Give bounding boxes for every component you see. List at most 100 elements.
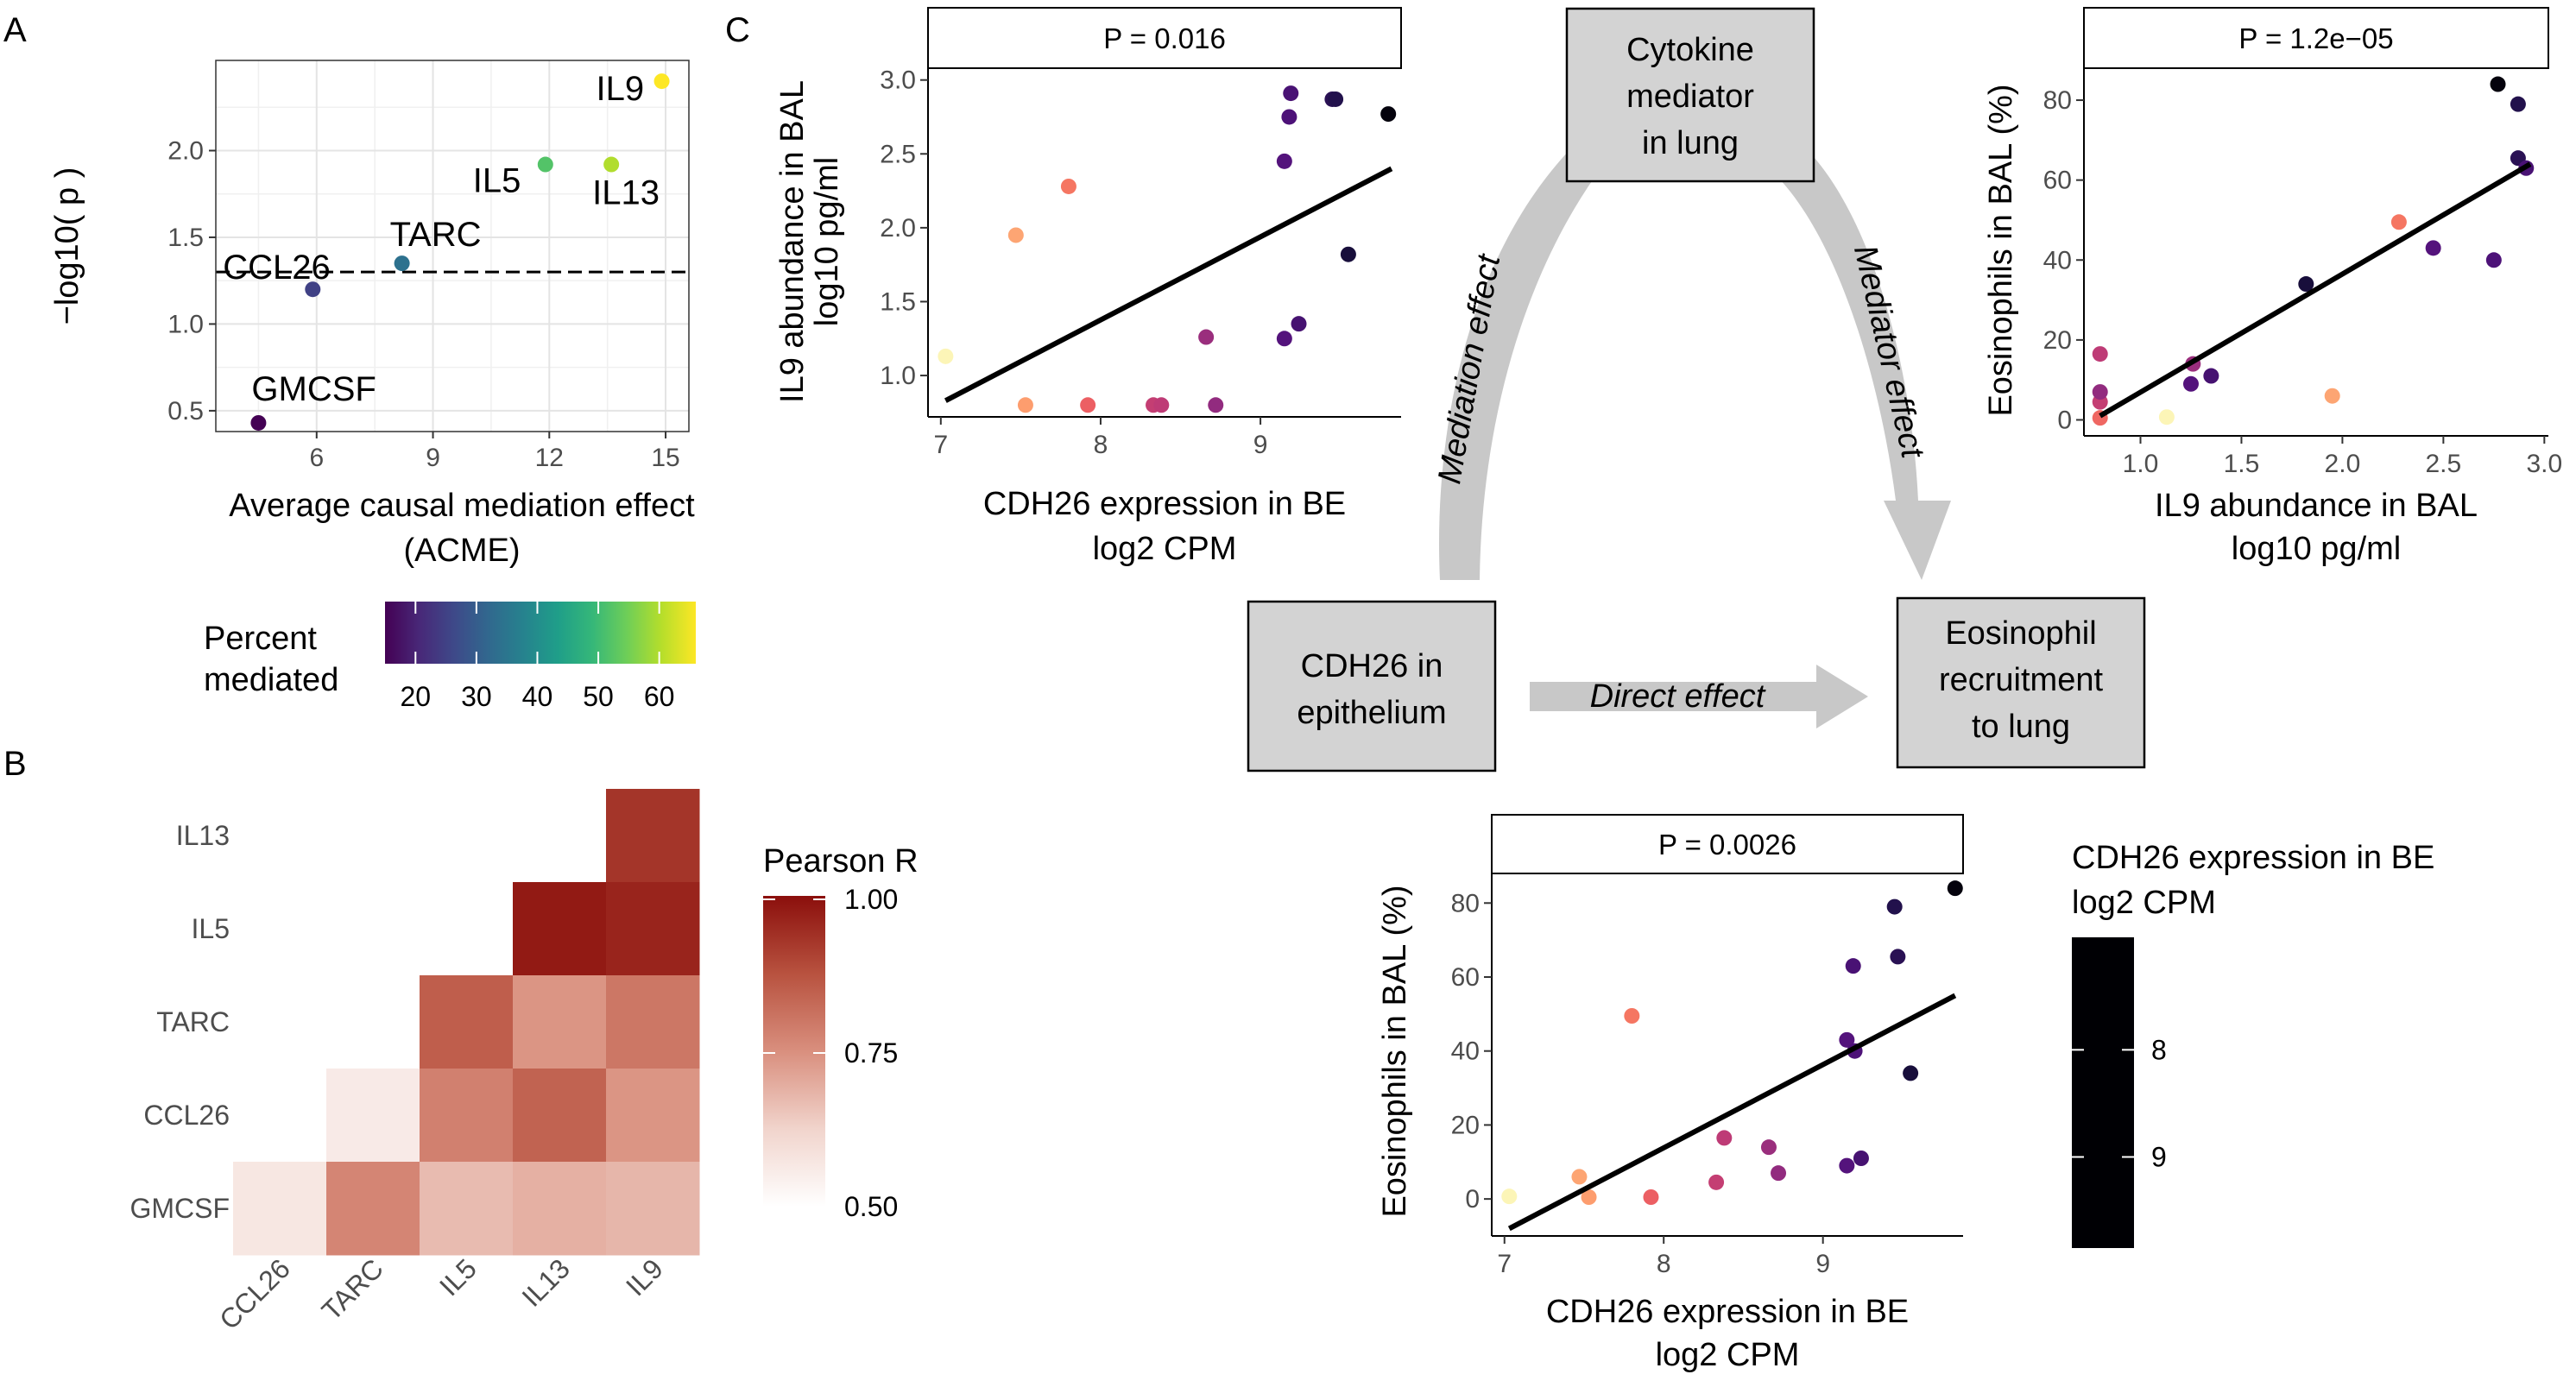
panel-label-a: A [3,11,27,49]
panel-a-x-ticks: 6 9 12 15 [309,432,680,472]
panel-c2-x-tick-label: 3.0 [2526,450,2562,478]
panel-c3-legend-tick-label: 9 [2151,1141,2167,1172]
panel-c3-y-tick-label: 60 [1451,963,1480,992]
panel-c1-point [1208,397,1224,413]
panel-c3-point [1624,1008,1640,1024]
panel-c1-y-tick-label: 1.0 [880,362,916,390]
panel-a-y-tick-label: 1.0 [167,310,204,338]
panel-b-cell-gmcsf-il5 [420,1162,514,1256]
panel-c1-y-axis-label: IL9 abundance in BAL [774,80,811,403]
panel-b-legend-tick-label: 1.00 [844,884,898,915]
panel-c1-point [1017,397,1033,413]
panel-b-cell-gmcsf-il13 [513,1162,607,1256]
panel-b-row-label-tarc: TARC [156,1006,230,1037]
panel-c1-strip [927,7,1402,69]
panel-c3-strip [1491,814,1964,874]
panel-a-y-tick-label: 0.5 [167,397,204,426]
panel-c3-point [1903,1065,1919,1081]
panel-a-label-il13: IL13 [592,174,660,212]
panel-c3-point [1890,949,1906,965]
panel-b-cell-gmcsf-il9 [606,1162,700,1256]
panel-c2-y-tick-label: 40 [2043,246,2072,274]
panel-a-x-axis-label: Average causal mediation effect [229,488,695,524]
panel-c1-x-tick-label: 7 [933,431,948,459]
panel-c2-point [2390,214,2407,230]
panel-a-points [250,73,670,431]
mediation-effect-arrow [1439,150,1595,580]
panel-b-col-label-il5: IL5 [433,1252,483,1302]
panel-a-point-il13 [603,156,620,173]
panel-c1-point [1328,91,1344,107]
panel-c3-points [1501,880,1963,1205]
panel-c3-point [1571,1169,1588,1185]
panel-c2-x-tick-label: 1.5 [2224,450,2260,478]
panel-c1-y-tick-label: 2.0 [880,214,916,243]
panel-a-x-tick-label: 15 [651,444,679,472]
panel-c1-y-tick-label: 1.5 [880,287,916,316]
panel-c3-point [1716,1130,1733,1146]
panel-b-legend-colorbar [763,896,825,1207]
panel-c1: P = 0.016 7 8 9 1.0 1.5 2.0 2.5 3.0 CDH26 expr… [774,7,1402,567]
panel-a-legend-title-line2: mediated [204,662,338,698]
panel-c3-point [1643,1189,1659,1205]
panel-a-point-labels: GMCSF CCL26 TARC IL5 IL13 IL9 [223,70,660,408]
panel-c3-y-tick-label: 40 [1451,1037,1480,1066]
panel-c2-y-ticks: 0 20 40 60 80 [2043,86,2084,434]
panel-c3-point [1708,1174,1725,1190]
panel-c1-point [1198,329,1215,345]
panel-b-legend-tick-label: 0.75 [844,1037,898,1069]
panel-b-cell-ccl26-il5 [420,1069,514,1163]
panel-b-col-label-il13: IL13 [515,1252,575,1312]
panel-c2-point [2490,76,2506,92]
panel-c1-point [1153,397,1170,413]
panel-label-b: B [3,745,27,783]
panel-c1-x-ticks: 7 8 9 [933,417,1267,459]
panel-label-c: C [725,11,750,49]
panel-c2-strip [2083,7,2549,69]
panel-c3-y-tick-label: 80 [1451,889,1480,917]
panel-a: GMCSF CCL26 TARC IL5 IL13 IL9 6 9 12 15 0.5 1.0 1.… [49,60,696,712]
cytokine-box-line3: in lung [1642,125,1739,161]
panel-c3-y-ticks: 0 20 40 60 80 [1451,889,1492,1214]
panel-c1-point [1060,178,1076,194]
panel-a-x-tick-label: 12 [535,444,564,472]
panel-c3-y-tick-label: 0 [1465,1185,1480,1214]
panel-c3-strip-label: P = 0.0026 [1658,829,1796,861]
panel-c3-x-axis-label-line2: log2 CPM [1656,1337,1800,1373]
panel-c1-point [1291,316,1307,332]
panel-c2-point [2158,409,2175,426]
panel-a-y-tick-label: 1.5 [167,224,204,252]
panel-b-cell-gmcsf-ccl26 [233,1162,327,1256]
panel-c3-legend-ticks: 89 [2072,1034,2167,1172]
panel-a-legend-tick-label: 40 [522,681,553,712]
cytokine-box-line2: mediator [1626,79,1754,115]
panel-c3-fit-line [1507,993,1957,1232]
mediator-effect-arrow [1778,147,1951,580]
panel-a-x-tick-label: 6 [309,444,324,472]
panel-b-row-label-il13: IL13 [176,820,230,851]
cdh26-epithelium-box: CDH26 in epithelium [1247,600,1497,772]
panel-a-legend-title-line1: Percent [204,621,317,657]
panel-a-label-tarc: TARC [390,216,482,254]
panel-a-label-ccl26: CCL26 [223,249,331,287]
panel-c1-point [1276,153,1292,169]
panel-c1-y-tick-label: 2.5 [880,140,916,168]
panel-b-col-labels: CCL26 TARC IL5 IL13 IL9 [213,1252,669,1335]
panel-c3-x-tick-label: 8 [1657,1250,1671,1278]
panel-a-point-gmcsf [250,414,267,431]
panel-c2-point [2092,346,2108,363]
direct-effect-arrow [1530,665,1868,728]
cdh26-box-line1: CDH26 in [1301,648,1443,684]
panel-c1-fit-line [944,166,1393,403]
panel-c1-point [1340,246,1356,262]
panel-a-y-ticks: 0.5 1.0 1.5 2.0 [167,136,216,426]
panel-a-label-gmcsf: GMCSF [251,370,376,408]
panel-b-cell-ccl26-il9 [606,1069,700,1163]
panel-c2-y-tick-label: 20 [2043,326,2072,355]
panel-b-col-label-ccl26: CCL26 [213,1252,296,1335]
panel-b-cell-tarc-il9 [606,975,700,1069]
panel-a-y-axis-label: −log10( p ) [49,167,85,325]
panel-a-legend-tick-label: 30 [461,681,492,712]
panel-a-point-il9 [653,73,670,90]
panel-c3-legend-colorbar [2072,937,2134,1248]
